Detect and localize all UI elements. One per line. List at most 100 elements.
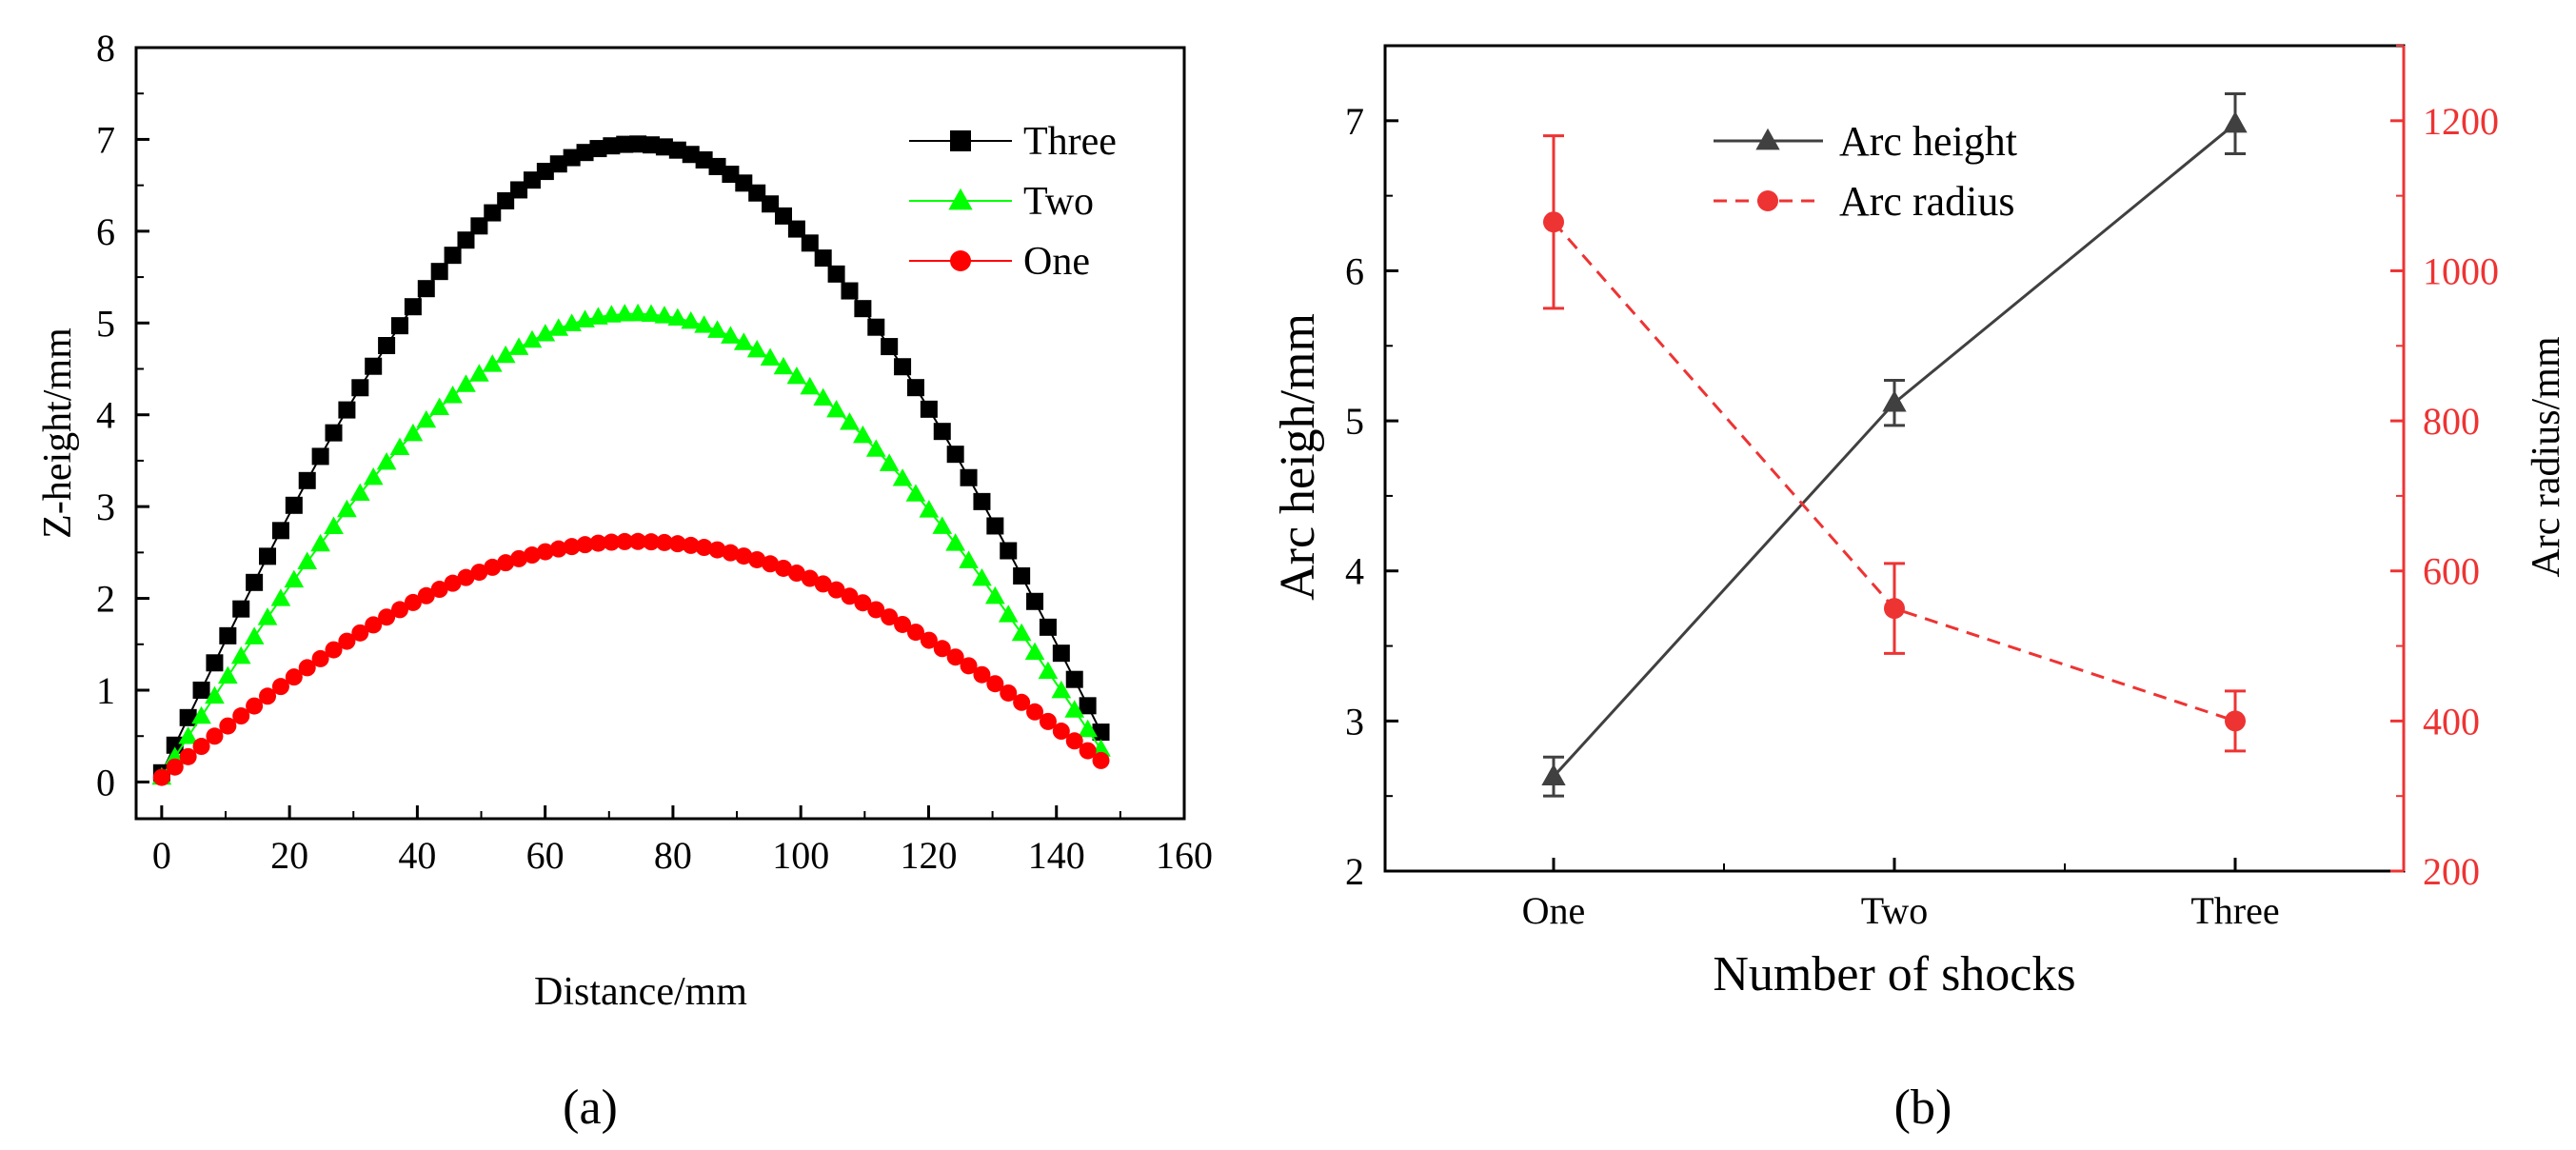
chart-a-point-three [946, 446, 964, 464]
chart-a-point-three [894, 358, 912, 376]
chart-b-ylabel-right: Arc radius/mm [2525, 336, 2568, 577]
chart-a-point-one [166, 758, 184, 776]
chart-a-plot-frame [134, 46, 1186, 821]
chart-a-panel-label: (a) [563, 1081, 618, 1135]
chart-a-point-one [1039, 712, 1057, 730]
chart-a-point-one [722, 544, 740, 562]
chart-a-point-one [695, 539, 713, 557]
chart-a-point-three [563, 149, 581, 167]
chart-a-point-two [1038, 661, 1059, 680]
chart-a-point-two [349, 483, 370, 502]
chart-a-point-two [1064, 700, 1085, 718]
chart-a-point-three [1079, 697, 1097, 715]
chart-a-point-three [748, 184, 766, 202]
chart-a-point-one [311, 649, 329, 667]
chart-a-point-one [603, 533, 621, 551]
chart-a-point-one [1092, 751, 1110, 769]
chart-b-ytick-right-label: 600 [2423, 550, 2480, 593]
chart-a-point-two [614, 304, 635, 322]
chart-a-legend-marker [950, 130, 971, 151]
chart-a-ytick-label: 6 [96, 210, 115, 253]
chart-b-point-arc-radius [1884, 598, 1905, 620]
chart-a-point-one [762, 555, 780, 573]
chart-a-point-three [219, 626, 237, 644]
chart-a-point-three [668, 141, 686, 159]
chart-a-xtick-label: 0 [152, 834, 171, 877]
chart-b-ytick-right-label: 800 [2423, 400, 2480, 443]
chart-a-point-one [867, 601, 885, 619]
chart-b-ytick-right-label: 200 [2423, 850, 2480, 893]
chart-a-point-three [775, 207, 793, 225]
chart-a-point-two [892, 468, 913, 486]
chart-a-point-two [972, 567, 992, 586]
chart-a-point-one [629, 532, 647, 550]
chart-a-point-two [443, 386, 463, 404]
chart-a-point-one [854, 594, 872, 612]
chart-a-ytick-label: 0 [96, 761, 115, 803]
chart-a-point-one [365, 616, 383, 634]
chart-a-point-three [762, 195, 780, 213]
chart-a-point-three [708, 157, 726, 175]
chart-a-point-two [165, 746, 186, 764]
chart-a-point-two [627, 303, 648, 322]
chart-a-point-two [257, 607, 278, 625]
chart-a-point-one [946, 648, 964, 666]
chart-a-point-one [206, 727, 224, 745]
chart-a-point-three [1013, 566, 1031, 585]
chart-a-point-three [867, 318, 885, 336]
chart-b-legend-marker [1755, 128, 1780, 150]
chart-b-ylabel: Arc heigh/mm [1271, 313, 1325, 601]
chart-a-point-one [179, 747, 197, 765]
chart-a-point-one [814, 575, 832, 593]
chart-a-point-two [416, 409, 437, 428]
chart-a-xtick-label: 80 [654, 834, 692, 877]
chart-b-point-arc-height [1882, 389, 1907, 412]
chart-a-point-one [973, 665, 991, 684]
chart-a-xtick-label: 100 [772, 834, 829, 877]
chart-a-point-one [827, 581, 845, 599]
chart-a-point-three [497, 191, 515, 209]
chart-a-point-one [351, 624, 369, 642]
chart-b-ytick-label: 4 [1345, 550, 1364, 593]
chart-a-point-one [259, 687, 277, 705]
chart-a-point-two [1078, 719, 1098, 738]
chart-a-point-two [482, 354, 503, 372]
chart-a-point-two [1051, 680, 1072, 699]
chart-a-ytick-label: 2 [96, 578, 115, 621]
chart-a-point-three [920, 400, 938, 418]
chart-b-ytick-right-label: 1000 [2423, 249, 2499, 292]
chart-a-ytick-label: 8 [96, 27, 115, 69]
chart-a-point-three [430, 263, 448, 281]
chart-a-point-three [311, 447, 329, 466]
chart-a-point-one [325, 641, 343, 659]
chart-a-point-one [1065, 732, 1083, 750]
chart-a-point-two [205, 685, 225, 704]
chart-a-point-one [192, 738, 210, 756]
chart-a-point-one [298, 659, 316, 677]
chart-a-point-one [589, 534, 607, 552]
chart-a-point-three [655, 138, 673, 156]
chart-a-point-one [390, 601, 408, 619]
chart-a-point-three [523, 171, 541, 189]
chart-a-point-two [826, 399, 846, 418]
chart-b-panel-label: (b) [1894, 1081, 1952, 1135]
chart-a-point-one [417, 586, 435, 605]
chart-a-legend-label: Two [1023, 180, 1094, 224]
chart-b-legend-label: Arc height [1839, 118, 2017, 165]
chart-b-plot-frame [1383, 44, 2406, 873]
chart-a-legend-label: Three [1023, 120, 1117, 164]
chart-a-point-three [814, 249, 832, 268]
chart-a-point-one [682, 536, 700, 554]
chart-a-point-one [1013, 693, 1031, 711]
chart-a-point-two [178, 726, 198, 744]
chart-a-point-three [576, 144, 594, 162]
chart-a-point-three [629, 135, 647, 153]
chart-a-point-two [721, 326, 741, 344]
chart-a-point-one [801, 569, 819, 587]
chart-a-legend-label: One [1023, 240, 1090, 284]
chart-a-point-three [1052, 644, 1070, 663]
chart-a-xtick-label: 40 [398, 834, 436, 877]
chart-a-point-one [549, 540, 567, 558]
chart-a-point-two [760, 347, 781, 366]
chart-a-point-two [959, 550, 979, 568]
